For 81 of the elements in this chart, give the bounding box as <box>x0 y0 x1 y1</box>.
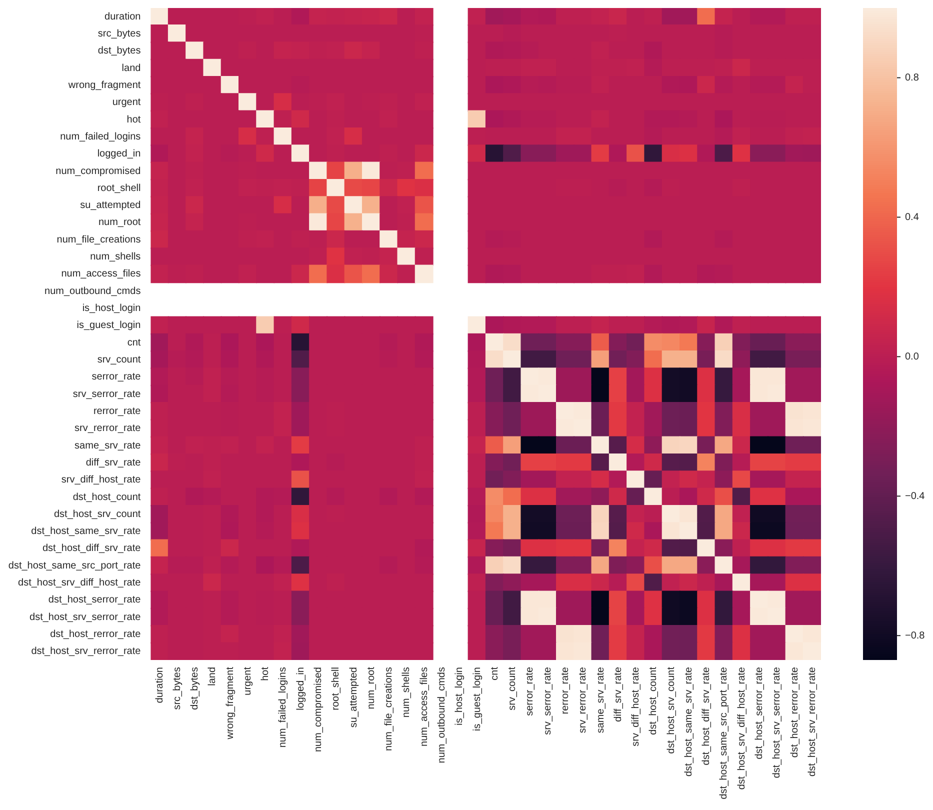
x-tick-label: num_failed_logins <box>278 667 289 748</box>
y-tick-label: dst_host_same_src_port_rate <box>8 560 142 572</box>
x-tick-label: dst_host_srv_serror_rate <box>772 666 783 778</box>
x-tick-label: src_bytes <box>172 667 183 710</box>
y-tick-label: dst_host_serror_rate <box>48 594 142 606</box>
y-tick-label: dst_host_srv_diff_host_rate <box>18 578 142 589</box>
x-tick-label: dst_host_same_src_port_rate <box>718 666 730 800</box>
x-tick-label: dst_host_serror_rate <box>754 666 766 760</box>
y-tick-label: urgent <box>112 97 141 108</box>
x-tick-label: num_outbound_cmds <box>436 667 448 764</box>
y-tick-label: dst_bytes <box>98 46 141 57</box>
y-tick-label: dst_host_count <box>72 492 141 503</box>
y-tick-label: srv_diff_host_rate <box>61 474 142 486</box>
x-tick-label: srv_count <box>507 666 518 710</box>
x-tick-label: srv_serror_rate <box>542 666 554 735</box>
y-tick-label: logged_in <box>97 148 141 160</box>
x-tick-label: su_attempted <box>348 667 360 728</box>
x-tick-label: hot <box>260 666 272 681</box>
y-tick-label: src_bytes <box>98 28 141 40</box>
x-tick-label: dst_host_count <box>648 666 660 735</box>
color-bar-label: 0.8 <box>905 72 920 84</box>
x-tick-label: dst_host_srv_count <box>666 666 677 754</box>
color-bar-label: −0.4 <box>905 490 926 502</box>
x-tick-label: land <box>207 667 218 686</box>
y-tick-label: num_root <box>98 217 141 228</box>
x-tick-label: diff_srv_rate <box>612 666 624 722</box>
y-tick-label: root_shell <box>97 182 141 194</box>
x-tick-label: urgent <box>242 666 254 696</box>
x-tick-label: dst_host_diff_srv_rate <box>701 666 712 766</box>
y-tick-label: dst_host_diff_srv_rate <box>42 543 142 554</box>
x-tick-label: srv_rerror_rate <box>578 666 589 734</box>
x-tick-label: cnt <box>489 666 500 680</box>
color-bar-label: −0.8 <box>905 630 926 642</box>
x-tick-label: dst_host_same_srv_rate <box>683 666 694 777</box>
x-tick-label: num_access_files <box>418 667 430 746</box>
y-tick-label: is_guest_login <box>76 320 141 332</box>
y-tick-label: srv_count <box>97 354 141 366</box>
x-tick-label: duration <box>154 667 166 704</box>
x-tick-label: num_compromised <box>313 667 324 752</box>
y-tick-label: num_failed_logins <box>60 131 141 142</box>
y-tick-label: dst_host_srv_serror_rate <box>30 612 142 623</box>
x-tick-label: num_shells <box>401 667 412 718</box>
x-tick-label: dst_host_srv_diff_host_rate <box>736 666 748 790</box>
y-tick-label: num_compromised <box>56 166 141 177</box>
y-tick-label: srv_serror_rate <box>72 388 142 400</box>
x-tick-label: num_file_creations <box>384 667 395 751</box>
x-tick-label: dst_bytes <box>190 667 201 710</box>
x-tick-label: dst_host_rerror_rate <box>789 666 800 758</box>
x-tick-label: srv_diff_host_rate <box>630 666 642 746</box>
x-tick-label: is_guest_login <box>472 667 483 731</box>
color-bar-label: 0.4 <box>905 212 920 223</box>
x-tick-label: logged_in <box>295 667 306 710</box>
y-tick-label: num_access_files <box>61 268 141 280</box>
x-tick-label: is_host_login <box>454 667 466 726</box>
y-tick-label: duration <box>104 11 141 22</box>
y-tick-label: dst_host_same_srv_rate <box>31 526 142 538</box>
x-tick-label: num_root <box>366 666 377 710</box>
y-tick-label: is_host_login <box>82 303 141 314</box>
x-tick-label: wrong_fragment <box>224 666 236 740</box>
y-tick-label: diff_srv_rate <box>86 457 142 468</box>
y-tick-label: wrong_fragment <box>67 80 141 91</box>
x-tick-label: root_shell <box>330 667 342 710</box>
x-tick-label: rerror_rate <box>560 666 571 714</box>
y-tick-label: dst_host_srv_count <box>54 508 141 520</box>
x-tick-label: serror_rate <box>524 666 536 716</box>
y-tick-label: dst_host_srv_rerror_rate <box>31 646 142 658</box>
y-tick-label: land <box>122 62 141 74</box>
x-tick-label: same_srv_rate <box>595 666 606 734</box>
y-tick-label: su_attempted <box>80 200 141 212</box>
y-tick-label: same_srv_rate <box>74 440 142 452</box>
y-tick-label: num_shells <box>90 252 141 263</box>
y-tick-label: rerror_rate <box>93 406 142 417</box>
y-tick-label: srv_rerror_rate <box>74 423 142 434</box>
y-tick-label: serror_rate <box>92 372 142 383</box>
y-tick-label: hot <box>126 114 141 126</box>
y-tick-label: dst_host_rerror_rate <box>50 629 142 640</box>
y-tick-label: num_file_creations <box>56 234 141 246</box>
x-tick-label: dst_host_srv_rerror_rate <box>806 666 818 776</box>
color-bar-label: 0.0 <box>905 351 920 362</box>
y-tick-label: cnt <box>127 337 141 348</box>
y-tick-label: num_outbound_cmds <box>44 286 141 297</box>
